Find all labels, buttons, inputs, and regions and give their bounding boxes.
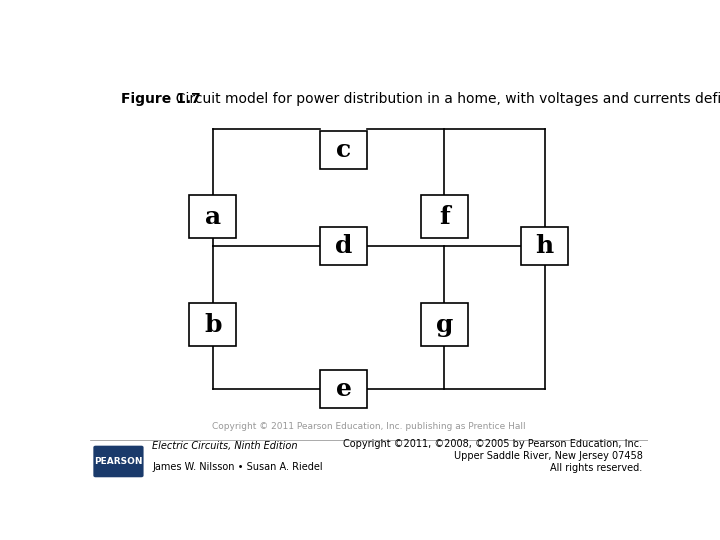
Text: b: b [204,313,222,336]
Text: PEARSON: PEARSON [94,457,143,466]
Bar [320,227,367,265]
Text: Electric Circuits, Ninth Edition: Electric Circuits, Ninth Edition [153,441,298,451]
Text: a: a [204,205,221,228]
Text: h: h [536,234,554,258]
Text: f: f [439,205,450,228]
FancyBboxPatch shape [94,446,143,477]
Text: Copyright ©2011, ©2008, ©2005 by Pearson Education, Inc.: Copyright ©2011, ©2008, ©2005 by Pearson… [343,440,642,449]
Text: g: g [436,313,453,336]
Text: e: e [336,377,352,401]
Text: c: c [336,138,351,162]
Bar [189,303,236,346]
Bar [421,195,468,238]
Bar [320,370,367,408]
Text: d: d [336,234,353,258]
Bar [320,131,367,169]
Text: Circuit model for power distribution in a home, with voltages and currents defin: Circuit model for power distribution in … [167,92,720,106]
Text: Upper Saddle River, New Jersey 07458: Upper Saddle River, New Jersey 07458 [454,451,642,461]
Bar [189,195,236,238]
Bar [421,303,468,346]
Text: Copyright © 2011 Pearson Education, Inc. publishing as Prentice Hall: Copyright © 2011 Pearson Education, Inc.… [212,422,526,431]
Text: James W. Nilsson • Susan A. Riedel: James W. Nilsson • Susan A. Riedel [153,462,323,472]
Text: All rights reserved.: All rights reserved. [550,463,642,473]
Bar [521,227,568,265]
Text: Figure 1.7: Figure 1.7 [121,92,200,106]
